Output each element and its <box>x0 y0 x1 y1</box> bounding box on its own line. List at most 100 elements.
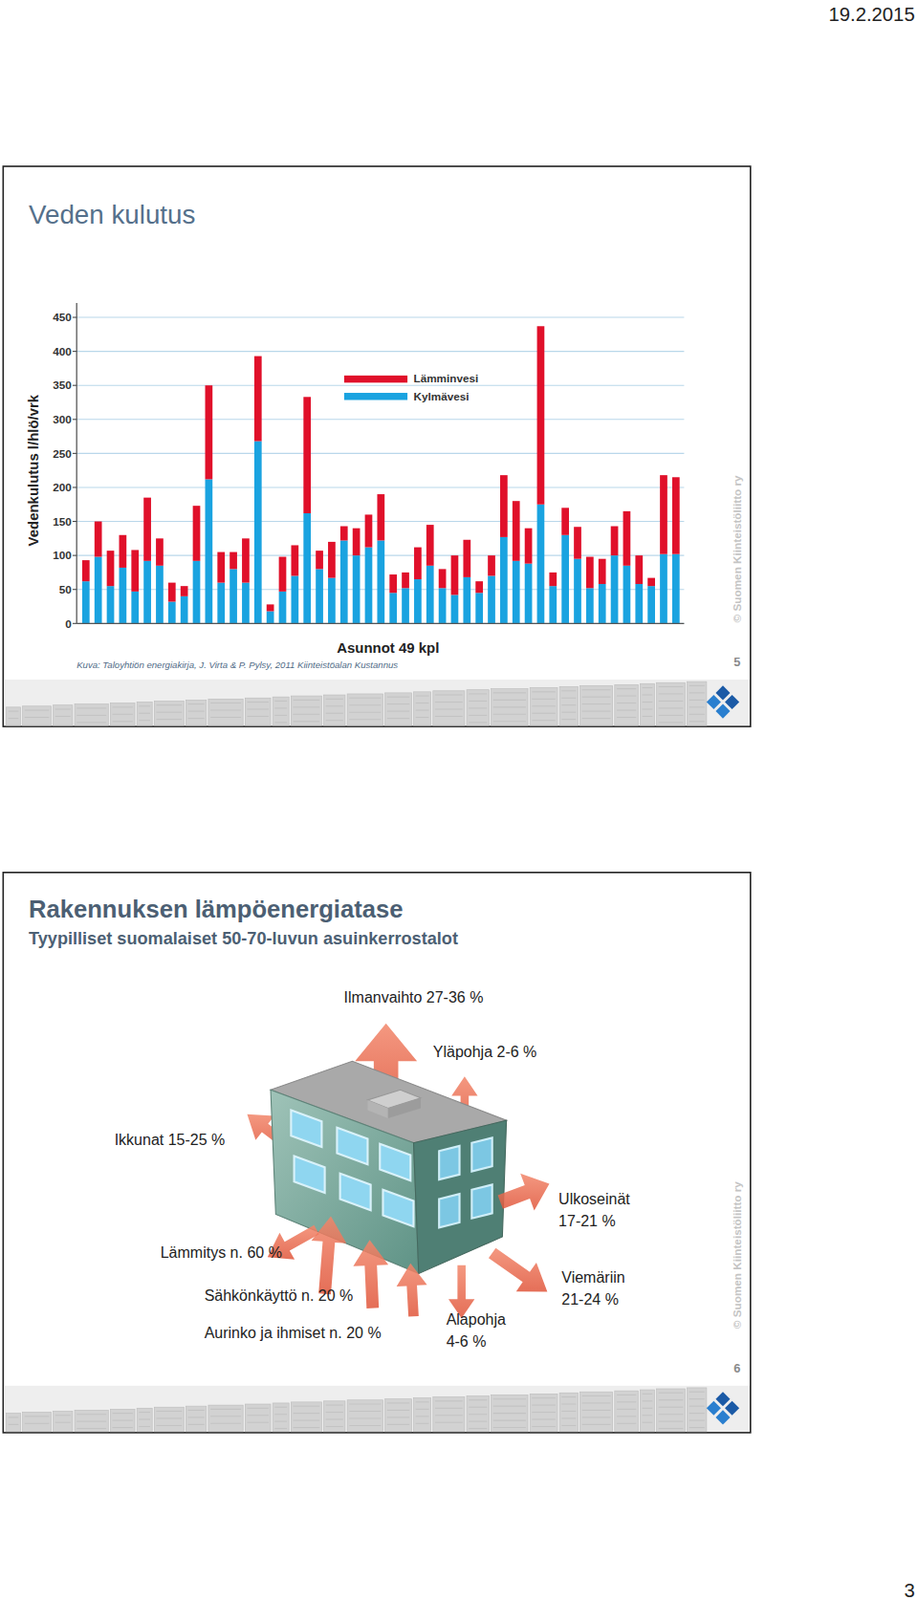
arrow <box>311 1217 348 1296</box>
skyline-detail <box>658 1393 684 1395</box>
skyline-detail <box>349 704 381 706</box>
skyline-detail <box>531 699 556 700</box>
skyline-detail <box>531 1412 556 1414</box>
bar <box>82 581 90 624</box>
skyline-detail <box>210 702 241 704</box>
skyline-building <box>413 692 431 726</box>
skyline-detail <box>582 1402 612 1404</box>
skyline-detail <box>435 1422 463 1424</box>
skyline-detail <box>112 1413 133 1415</box>
skyline-detail <box>8 718 20 720</box>
skyline-building <box>74 1410 109 1432</box>
grid-line <box>76 418 684 420</box>
slide-frame <box>2 166 750 727</box>
skyline-building <box>153 700 184 726</box>
skyline-detail <box>435 716 463 718</box>
grid-line <box>76 486 684 488</box>
bar <box>500 475 508 538</box>
skyline-building <box>53 705 73 726</box>
tick-label: 50 <box>59 583 73 596</box>
bar <box>500 537 508 624</box>
diagram-label: Aurinko ja ihmiset n. 20 % <box>204 1325 382 1342</box>
diagram-label: 4-6 % <box>446 1333 487 1351</box>
skyline-detail <box>387 711 410 713</box>
skyline-detail <box>293 1413 321 1415</box>
skyline-building <box>6 1414 22 1433</box>
skyline-detail <box>274 715 287 717</box>
legend-label: Lämminvesi <box>413 371 479 385</box>
skyline-detail <box>658 1428 684 1430</box>
skyline-detail <box>415 717 430 719</box>
skyline-detail <box>689 1406 705 1408</box>
diagram-label: Ikkunat 15-25 % <box>114 1132 226 1149</box>
skyline-building <box>413 1398 431 1433</box>
skyline-detail <box>468 1428 487 1430</box>
skyline-detail <box>561 1425 576 1427</box>
bar <box>623 566 632 624</box>
skyline-building <box>185 699 206 726</box>
bar <box>451 594 459 624</box>
tick-label: 350 <box>52 378 72 392</box>
skyline-detail <box>642 695 654 697</box>
skyline-detail <box>274 721 287 723</box>
skyline-building <box>491 689 528 726</box>
skyline-detail <box>349 719 381 721</box>
logo-diamond <box>724 695 740 710</box>
skyline-detail <box>493 692 526 694</box>
bar <box>205 479 214 624</box>
skyline-detail <box>112 1427 133 1429</box>
skyline-detail <box>112 706 133 708</box>
skyline-detail <box>493 1427 526 1429</box>
skyline-building <box>185 1406 206 1433</box>
window <box>438 1194 459 1228</box>
skyline-detail <box>112 721 133 722</box>
skyline-detail <box>582 1417 612 1419</box>
skyline-detail <box>210 1409 241 1411</box>
skyline-building <box>244 1404 271 1433</box>
skyline-detail <box>55 708 71 710</box>
skyline-detail <box>326 1405 344 1407</box>
skyline-detail <box>387 1402 410 1404</box>
skyline-detail <box>616 717 636 719</box>
bars <box>82 326 680 624</box>
bar <box>487 555 496 576</box>
logo-diamond <box>715 685 730 700</box>
skyline-detail <box>658 693 684 695</box>
skyline-building <box>433 691 465 726</box>
skyline-detail <box>493 1420 526 1422</box>
skyline-detail <box>468 1399 487 1401</box>
tick-label: 250 <box>52 447 72 460</box>
vent-box-side <box>367 1100 388 1119</box>
bar <box>241 583 250 625</box>
bar <box>155 538 164 566</box>
skyline-detail <box>616 1423 636 1425</box>
skyline-detail <box>8 1417 20 1419</box>
skyline-detail <box>435 1400 463 1402</box>
skyline-detail <box>658 721 684 723</box>
bar <box>451 555 459 595</box>
skyline-detail <box>293 699 321 701</box>
skyline-detail <box>138 720 151 722</box>
skyline-band <box>3 679 749 726</box>
window <box>336 1128 368 1165</box>
skyline-detail <box>349 1425 381 1427</box>
bar <box>512 561 521 624</box>
skyline-building <box>290 696 322 726</box>
slide-title: Veden kulutus <box>28 199 196 230</box>
skyline-detail <box>293 721 321 722</box>
skyline-detail <box>326 720 344 722</box>
bar <box>365 547 373 625</box>
skyline-detail <box>642 1422 654 1424</box>
skyline-detail <box>138 713 151 715</box>
bar <box>672 554 680 625</box>
skyline-building <box>529 1394 558 1433</box>
skyline-building <box>466 1396 489 1432</box>
skyline-detail <box>326 713 344 715</box>
skyline-detail <box>112 714 133 716</box>
diagram-label: Yläpohja 2-6 % <box>433 1044 538 1061</box>
bar <box>586 588 594 624</box>
skyline-detail <box>493 714 526 716</box>
skyline-building <box>53 1411 73 1432</box>
window <box>382 1190 414 1227</box>
bar <box>438 568 447 589</box>
